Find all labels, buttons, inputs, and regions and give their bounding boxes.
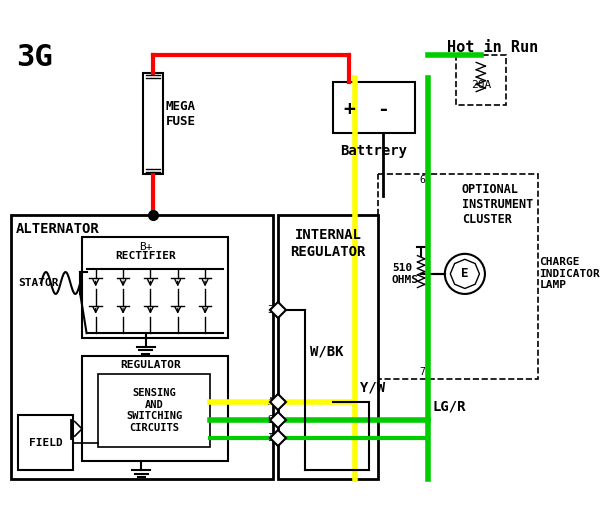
Text: +: + xyxy=(343,100,355,119)
Text: A: A xyxy=(268,396,274,406)
Text: 6: 6 xyxy=(419,175,425,185)
Text: Hot in Run: Hot in Run xyxy=(446,39,538,55)
Bar xyxy=(82,237,228,338)
Text: CHARGE
INDICATOR
LAMP: CHARGE INDICATOR LAMP xyxy=(539,257,600,290)
Text: S: S xyxy=(268,415,274,425)
Text: FIELD: FIELD xyxy=(29,437,62,447)
Text: E: E xyxy=(461,267,469,280)
Text: OPTIONAL
INSTRUMENT
CLUSTER: OPTIONAL INSTRUMENT CLUSTER xyxy=(462,183,533,226)
Bar xyxy=(18,415,73,470)
Text: STATOR: STATOR xyxy=(18,278,59,288)
Text: 7: 7 xyxy=(419,367,425,377)
Text: REGULATOR: REGULATOR xyxy=(120,361,181,371)
Polygon shape xyxy=(450,259,479,288)
Bar xyxy=(82,356,228,461)
Text: ALTERNATOR: ALTERNATOR xyxy=(16,222,99,236)
Bar xyxy=(278,215,378,479)
Text: B+: B+ xyxy=(139,242,152,252)
Text: 510
OHMS: 510 OHMS xyxy=(392,263,419,285)
Text: Y/W: Y/W xyxy=(360,381,385,395)
Bar xyxy=(11,215,274,479)
Text: RECTIFIER: RECTIFIER xyxy=(115,251,176,261)
Text: -: - xyxy=(377,100,389,119)
Text: INTERNAL
REGULATOR: INTERNAL REGULATOR xyxy=(290,228,366,258)
Bar xyxy=(143,74,163,174)
Text: 3: 3 xyxy=(268,306,274,316)
Bar xyxy=(98,374,209,447)
Text: W/BK: W/BK xyxy=(310,344,343,359)
Bar xyxy=(378,174,538,379)
Text: MEGA
FUSE: MEGA FUSE xyxy=(166,100,196,129)
Text: 3G: 3G xyxy=(16,43,53,72)
Bar xyxy=(456,55,506,106)
Text: LG/R: LG/R xyxy=(433,399,466,413)
Text: Battrery: Battrery xyxy=(340,143,407,158)
Bar xyxy=(333,82,415,133)
Text: SENSING
AND
SWITCHING
CIRCUITS: SENSING AND SWITCHING CIRCUITS xyxy=(126,388,182,433)
Text: I: I xyxy=(268,433,274,443)
Text: 20A: 20A xyxy=(471,80,491,90)
